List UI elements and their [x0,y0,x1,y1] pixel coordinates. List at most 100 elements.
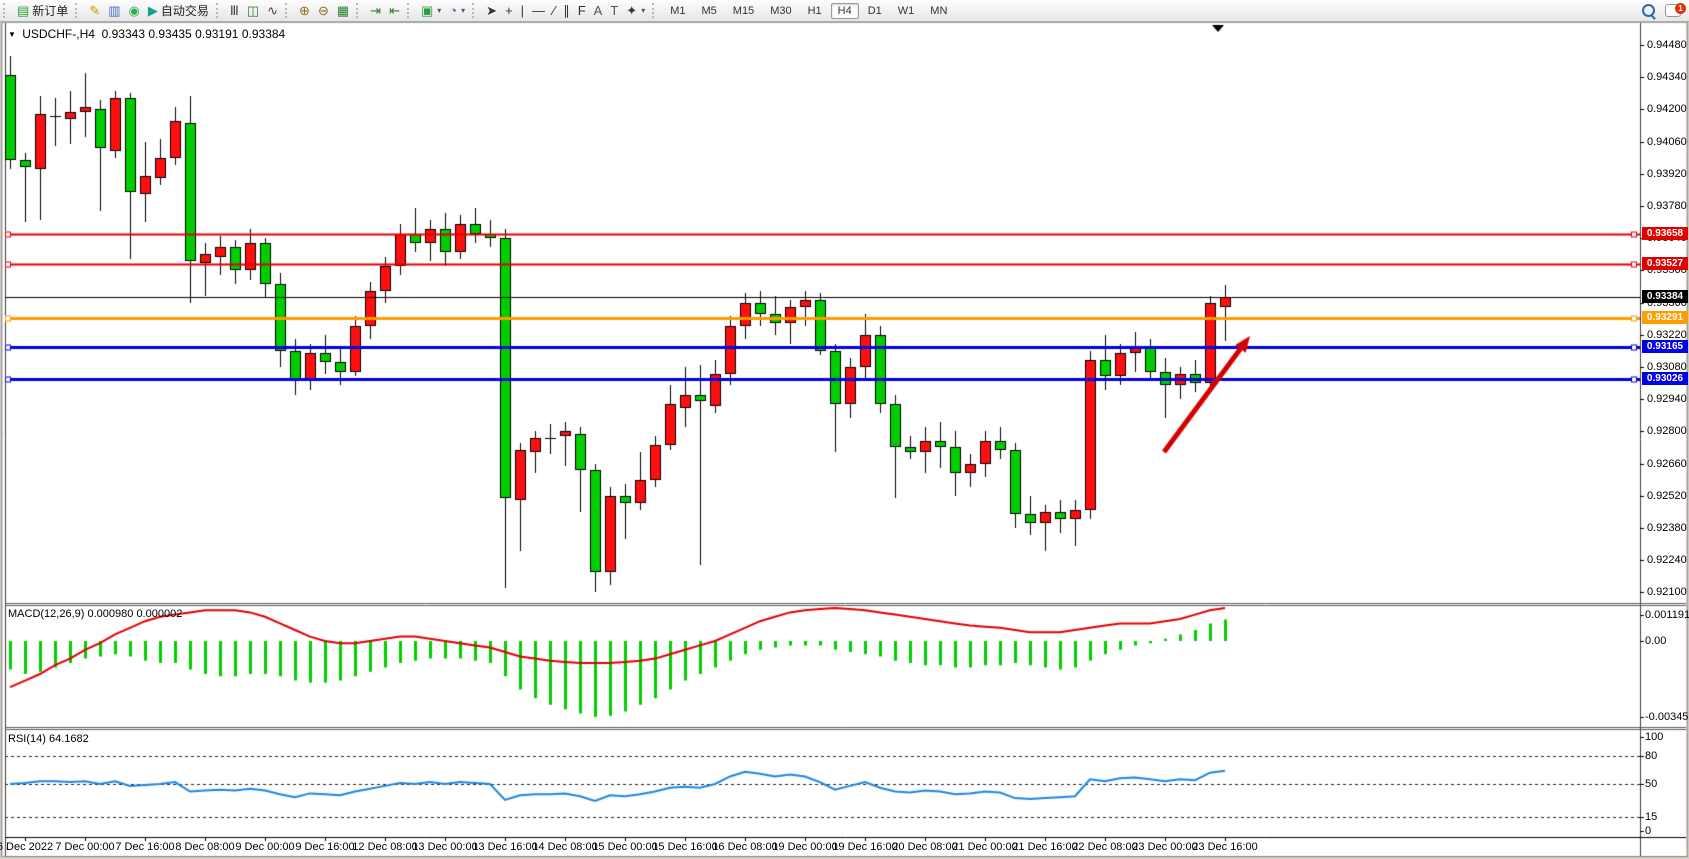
auto-trading-icon: ▶ [147,3,158,18]
text-icon: A [593,3,603,18]
time-axis-label: 13 Dec 16:00 [472,841,538,853]
time-axis-label: 20 Dec 08:00 [892,841,958,853]
new-chart-button[interactable]: ▣ ▾ [417,0,445,21]
time-axis-label: 21 Dec 16:00 [1012,841,1078,853]
timeframe-m5-button[interactable]: M5 [701,4,717,17]
new-order-icon: ▤ [17,3,30,18]
price-axis-label: 0.92380 [1647,522,1687,534]
chart-symbol-timeframe: USDCHF-,H4 [22,27,95,41]
price-axis-label: 0.92520 [1647,490,1687,502]
price-axis-label: 0.92800 [1647,425,1687,437]
timeframe-m15-button[interactable]: M15 [732,4,755,17]
vertical-line-icon: | [520,3,525,18]
rsi-axis-label: 0 [1645,825,1652,837]
price-axis-label: 0.93920 [1647,168,1687,180]
chevron-down-icon[interactable]: ▾ [461,6,466,15]
time-axis-label: 21 Dec 00:00 [952,841,1018,853]
toolbar: ▤ 新订单 ✎ ▥ ◉ ▶ 自动交易 Ⅲ ◫ ∿ ⊕ ⊖ ▦ ⇥ ⇤ ▣ ▾ ◔ ▾ ➤ + | — ∕ ∥ F A T ✦ ▾ M1 M5 M… [0,0,1689,22]
ohlc-low: 0.93191 [195,27,239,41]
shapes-button[interactable]: ✦ ▾ [622,0,649,21]
candlestick-chart-button[interactable]: ◫ [243,0,263,21]
fibonacci-button[interactable]: F [574,0,590,21]
signals-icon: ◉ [128,3,140,18]
price-axis-label: 0.94480 [1647,39,1687,51]
rsi-axis-label: 100 [1645,731,1664,743]
timeframe-h1-button[interactable]: H1 [807,4,822,17]
auto-trading-button[interactable]: ▶ 自动交易 [147,3,209,18]
price-axis-label: 0.92240 [1647,554,1687,566]
macd-name: MACD(12,26,9) [8,608,85,620]
macd-axis-label: 0.00 [1645,635,1667,647]
candlestick-chart-icon: ◫ [246,3,260,18]
shapes-icon: ✦ [626,3,638,18]
price-line-tag: 0.93527 [1642,257,1688,270]
metaeditor-button[interactable]: ✎ [85,0,104,21]
toolbar-grip [75,3,81,18]
channel-button[interactable]: ∥ [559,0,574,21]
text-button[interactable]: A [590,0,607,21]
ohlc-close: 0.93384 [241,27,286,41]
vertical-line-button[interactable]: | [517,0,528,21]
time-axis-label: 12 Dec 08:00 [352,841,418,853]
timeframe-mn-button[interactable]: MN [930,4,948,17]
line-chart-button[interactable]: ∿ [263,0,282,21]
toolbar-grip [472,3,478,18]
toolbar-grip [356,3,362,18]
auto-scroll-icon: ⇥ [370,3,382,18]
new-chart-icon: ▣ [420,3,434,18]
trendline-button[interactable]: ∕ [549,0,559,21]
zoom-out-button[interactable]: ⊖ [314,0,333,21]
timeframe-w1-button[interactable]: W1 [897,4,915,17]
timeframe-m1-button[interactable]: M1 [670,4,686,17]
cursor-icon: ➤ [486,3,498,18]
layouts-button[interactable]: ▥ [104,0,124,21]
chart-shift-button[interactable]: ⇤ [385,0,404,21]
chevron-down-icon[interactable]: ▾ [641,6,646,15]
price-axis-label: 0.93080 [1647,361,1687,373]
macd-label: MACD(12,26,9) 0.000980 0.000002 [8,608,182,620]
tile-windows-button[interactable]: ▦ [333,0,353,21]
period-button[interactable]: ◔ ▾ [445,0,469,21]
zoom-out-icon: ⊖ [317,3,329,18]
bar-chart-icon: Ⅲ [229,3,239,18]
period-icon: ◔ [449,3,458,18]
price-line-tag: 0.93384 [1642,290,1688,303]
zoom-in-icon: ⊕ [299,3,310,18]
channel-icon: ∥ [563,3,570,18]
timeframe-d1-button[interactable]: D1 [867,4,882,17]
price-axis-label: 0.92100 [1647,586,1687,598]
chevron-down-icon[interactable]: ▾ [437,6,442,15]
line-chart-icon: ∿ [267,3,279,18]
symbol-dropdown-icon[interactable]: ▼ [8,30,16,39]
new-order-button[interactable]: ▤ 新订单 [17,3,69,18]
label-button[interactable]: T [606,0,622,21]
price-axis-label: 0.94060 [1647,136,1687,148]
notifications-icon[interactable]: 1 [1665,3,1686,17]
zoom-in-button[interactable]: ⊕ [295,0,314,21]
toolbar-grip [406,3,413,18]
cursor-button[interactable]: ➤ [482,0,501,21]
macd-axis-label: 0.001191 [1645,609,1689,621]
rsi-axis-label: 15 [1645,811,1658,823]
time-axis-label: 15 Dec 16:00 [652,841,718,853]
price-line-tag: 0.93291 [1642,311,1688,324]
crosshair-button[interactable]: + [501,0,517,21]
price-line-tag: 0.93026 [1642,372,1688,385]
horizontal-line-icon: — [532,3,546,18]
timeframe-m30-button[interactable]: M30 [770,4,792,17]
time-axis-label: 23 Dec 16:00 [1192,841,1258,853]
auto-scroll-button[interactable]: ⇥ [366,0,385,21]
horizontal-line-button[interactable]: — [528,0,549,21]
price-line-tag: 0.93658 [1642,227,1688,240]
price-axis-label: 0.94340 [1647,71,1687,83]
timeframe-h4-button[interactable]: H4 [830,2,859,19]
price-line-tag: 0.93165 [1642,340,1688,353]
signals-button[interactable]: ◉ [125,0,144,21]
rsi-value: 64.1682 [48,733,89,745]
bar-chart-button[interactable]: Ⅲ [226,0,243,21]
notification-badge: 1 [1675,3,1686,14]
macd-axis-label: -0.003457 [1645,711,1689,723]
time-axis-label: 7 Dec 16:00 [115,841,175,853]
search-icon[interactable] [1642,4,1655,17]
